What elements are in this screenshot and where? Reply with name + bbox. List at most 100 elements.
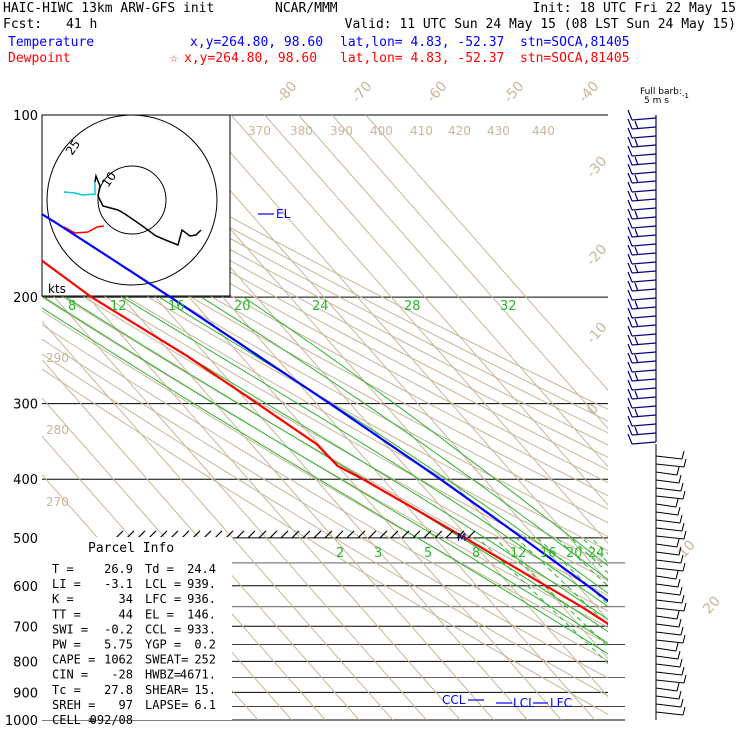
freezing-hatch (445, 530, 454, 539)
wind-barb-staff (655, 503, 677, 508)
wind-barb-staff (631, 387, 657, 391)
freezing-hatch (368, 530, 377, 539)
parcel-info-cell: TT = (52, 607, 81, 621)
wind-barb-flag (680, 698, 684, 708)
wind-barb-flag (634, 372, 639, 382)
parcel-info-cell: LAPSE= (145, 698, 188, 712)
wind-barb-staff (655, 495, 684, 500)
mixing-ratio-label: 24 (588, 546, 605, 561)
parcel-info-cell: CIN = (52, 668, 88, 682)
freezing-hatch (258, 530, 267, 539)
wind-barb-flag (627, 271, 633, 283)
parcel-info-cell: HWBZ= (145, 668, 181, 682)
moist-adiabat (158, 296, 608, 594)
wind-barb-flag (676, 466, 680, 476)
wind-barb-flag (627, 226, 633, 238)
freezing-hatch (379, 530, 388, 539)
wind-barb-staff (655, 615, 678, 620)
wind-barb-staff (655, 519, 681, 524)
isotherm (42, 397, 326, 720)
wind-barb-staff (631, 414, 657, 418)
wind-barb-staff (631, 351, 657, 355)
wind-barb-staff (631, 117, 657, 121)
pressure-tick-label: 400 (13, 473, 38, 488)
wind-barb-staff (655, 639, 684, 644)
wind-barb-staff (655, 703, 682, 708)
wind-barb-staff (631, 144, 657, 148)
parcel-info-cell: 6.1 (194, 698, 216, 712)
wind-barb-staff (631, 441, 657, 445)
wind-barb-staff (655, 487, 682, 492)
isotherm (196, 115, 608, 583)
wind-barb-flag (680, 626, 684, 636)
moist-adiabat (200, 296, 608, 581)
hodograph-trace-cyan (63, 182, 96, 196)
wind-barb-flag (627, 208, 633, 220)
isotherm (42, 282, 427, 720)
parcel-info-cell: 936. (187, 592, 216, 606)
wind-barb-flag (627, 244, 633, 256)
parcel-info-cell: Tc = (52, 683, 81, 697)
parcel-info-cell: 44 (119, 607, 133, 621)
lfc-label: LFC (550, 696, 572, 710)
wind-barb-staff (631, 216, 657, 220)
wind-barb-staff (655, 583, 679, 588)
dry-adiabat (42, 324, 608, 662)
wind-barb-staff (631, 405, 657, 409)
freezing-hatch (247, 530, 256, 539)
moist-adiabat-label: 28 (404, 299, 421, 314)
wind-barb-flag (675, 570, 679, 580)
wind-barb-staff (631, 198, 657, 202)
dry-adiabat (42, 208, 608, 524)
freezing-hatch (170, 530, 179, 539)
wind-barb-staff (655, 591, 681, 596)
parcel-info-cell: SHEAR= (145, 683, 188, 697)
wind-barb-staff (655, 599, 683, 604)
wind-barb-flag (680, 554, 684, 564)
forecast-label: Fcst: (3, 17, 42, 32)
freezing-hatch (456, 530, 465, 539)
wind-barb-staff (631, 162, 657, 166)
parcel-info-cell: 97 (119, 698, 133, 712)
wind-barb-flag (627, 181, 633, 193)
freezing-hatch (126, 530, 135, 539)
init-time: Init: 18 UTC Fri 22 May 15 (533, 1, 737, 16)
wind-barb-staff (655, 671, 683, 676)
wind-barb-flag (627, 109, 633, 121)
parcel-info-cell: LFC = (145, 592, 181, 606)
barb-legend-superscript: -1 (682, 92, 689, 100)
dry-adiabat (42, 353, 608, 697)
wind-barb-flag (627, 388, 633, 400)
dry-adiabat (42, 257, 608, 581)
dewpoint-profile (42, 259, 608, 626)
dry-adiabat (42, 122, 608, 422)
moist-adiabat-label: 8 (68, 299, 76, 314)
wind-barb-flag (634, 300, 639, 310)
dry-adiabat (42, 368, 608, 715)
wind-barb-flag (634, 318, 639, 328)
pressure-axis: 100 200 300 400 500 600 700 800 900 1000 (5, 109, 38, 729)
parcel-info-cell: -28 (111, 668, 133, 682)
dewpoint-station: stn=SOCA,81405 (520, 51, 630, 66)
mixing-ratio-line (556, 537, 608, 587)
wind-barb-staff (655, 647, 677, 652)
temperature-station: stn=SOCA,81405 (520, 35, 630, 50)
wind-barb-staff (631, 333, 657, 337)
wind-barb-flag (678, 690, 682, 700)
parcel-info-cell: 24.4 (187, 562, 216, 576)
dewpoint-legend-label: Dewpoint (8, 51, 71, 66)
wind-barb-staff (631, 315, 657, 319)
theta-label: 410 (410, 124, 433, 138)
wind-barb-staff (631, 270, 657, 274)
wind-barb-flag (683, 602, 687, 612)
theta-label: 270 (46, 495, 69, 509)
freezing-hatch (401, 530, 410, 539)
wind-barb-flag (627, 334, 633, 346)
lcl-label: LCL (513, 696, 535, 710)
wind-barb-staff (631, 342, 657, 346)
wind-barb-flag (627, 298, 633, 310)
mixing-ratio-label: 3 (374, 546, 382, 561)
wind-barb-flag (683, 458, 687, 468)
parcel-info-title: Parcel Info (88, 541, 174, 556)
